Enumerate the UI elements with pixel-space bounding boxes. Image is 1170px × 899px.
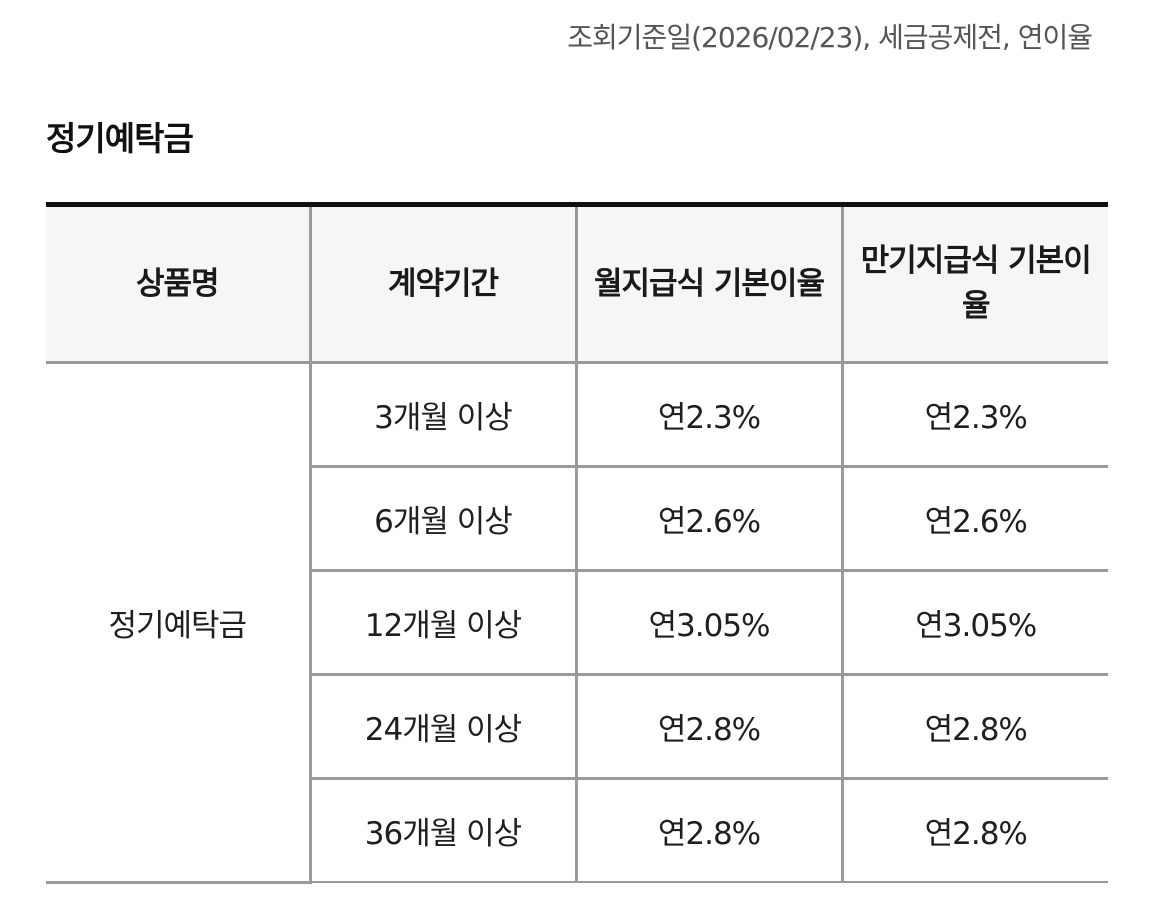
table-row: 6개월 이상 연2.6% 연2.6% [46, 466, 1108, 572]
header-product-name: 상품명 [46, 204, 310, 364]
contract-period-cell: 24개월 이상 [308, 674, 576, 780]
contract-period-cell: 3개월 이상 [308, 362, 576, 468]
monthly-rate-cell: 연3.05% [574, 570, 842, 676]
monthly-rate-cell: 연2.8% [574, 778, 842, 882]
monthly-rate-cell: 연2.8% [574, 674, 842, 780]
table-header-row: 상품명 계약기간 월지급식 기본이율 만기지급식 기본이율 [46, 204, 1108, 364]
maturity-rate-cell: 연3.05% [840, 570, 1108, 676]
table-row: 12개월 이상 연3.05% 연3.05% [46, 570, 1108, 676]
product-name-cell: 정기예탁금 [46, 362, 310, 884]
header-contract-period: 계약기간 [308, 204, 576, 364]
table-row: 36개월 이상 연2.8% 연2.8% [46, 778, 1108, 882]
table-row: 24개월 이상 연2.8% 연2.8% [46, 674, 1108, 780]
monthly-rate-cell: 연2.3% [574, 362, 842, 468]
monthly-rate-cell: 연2.6% [574, 466, 842, 572]
maturity-rate-cell: 연2.8% [840, 778, 1108, 882]
header-monthly-rate: 월지급식 기본이율 [574, 204, 842, 364]
reference-date-note: 조회기준일(2026/02/23), 세금공제전, 연이율 [567, 21, 1093, 54]
maturity-rate-cell: 연2.8% [840, 674, 1108, 780]
section-title: 정기예탁금 [46, 119, 194, 158]
interest-rate-table: 상품명 계약기간 월지급식 기본이율 만기지급식 기본이율 정기예탁금 3개월 … [46, 202, 1108, 884]
maturity-rate-cell: 연2.3% [840, 362, 1108, 468]
header-maturity-rate: 만기지급식 기본이율 [840, 204, 1108, 364]
table-row: 정기예탁금 3개월 이상 연2.3% 연2.3% [46, 362, 1108, 884]
contract-period-cell: 12개월 이상 [308, 570, 576, 676]
contract-period-cell: 6개월 이상 [308, 466, 576, 572]
contract-period-cell: 36개월 이상 [308, 778, 576, 882]
maturity-rate-cell: 연2.6% [840, 466, 1108, 572]
